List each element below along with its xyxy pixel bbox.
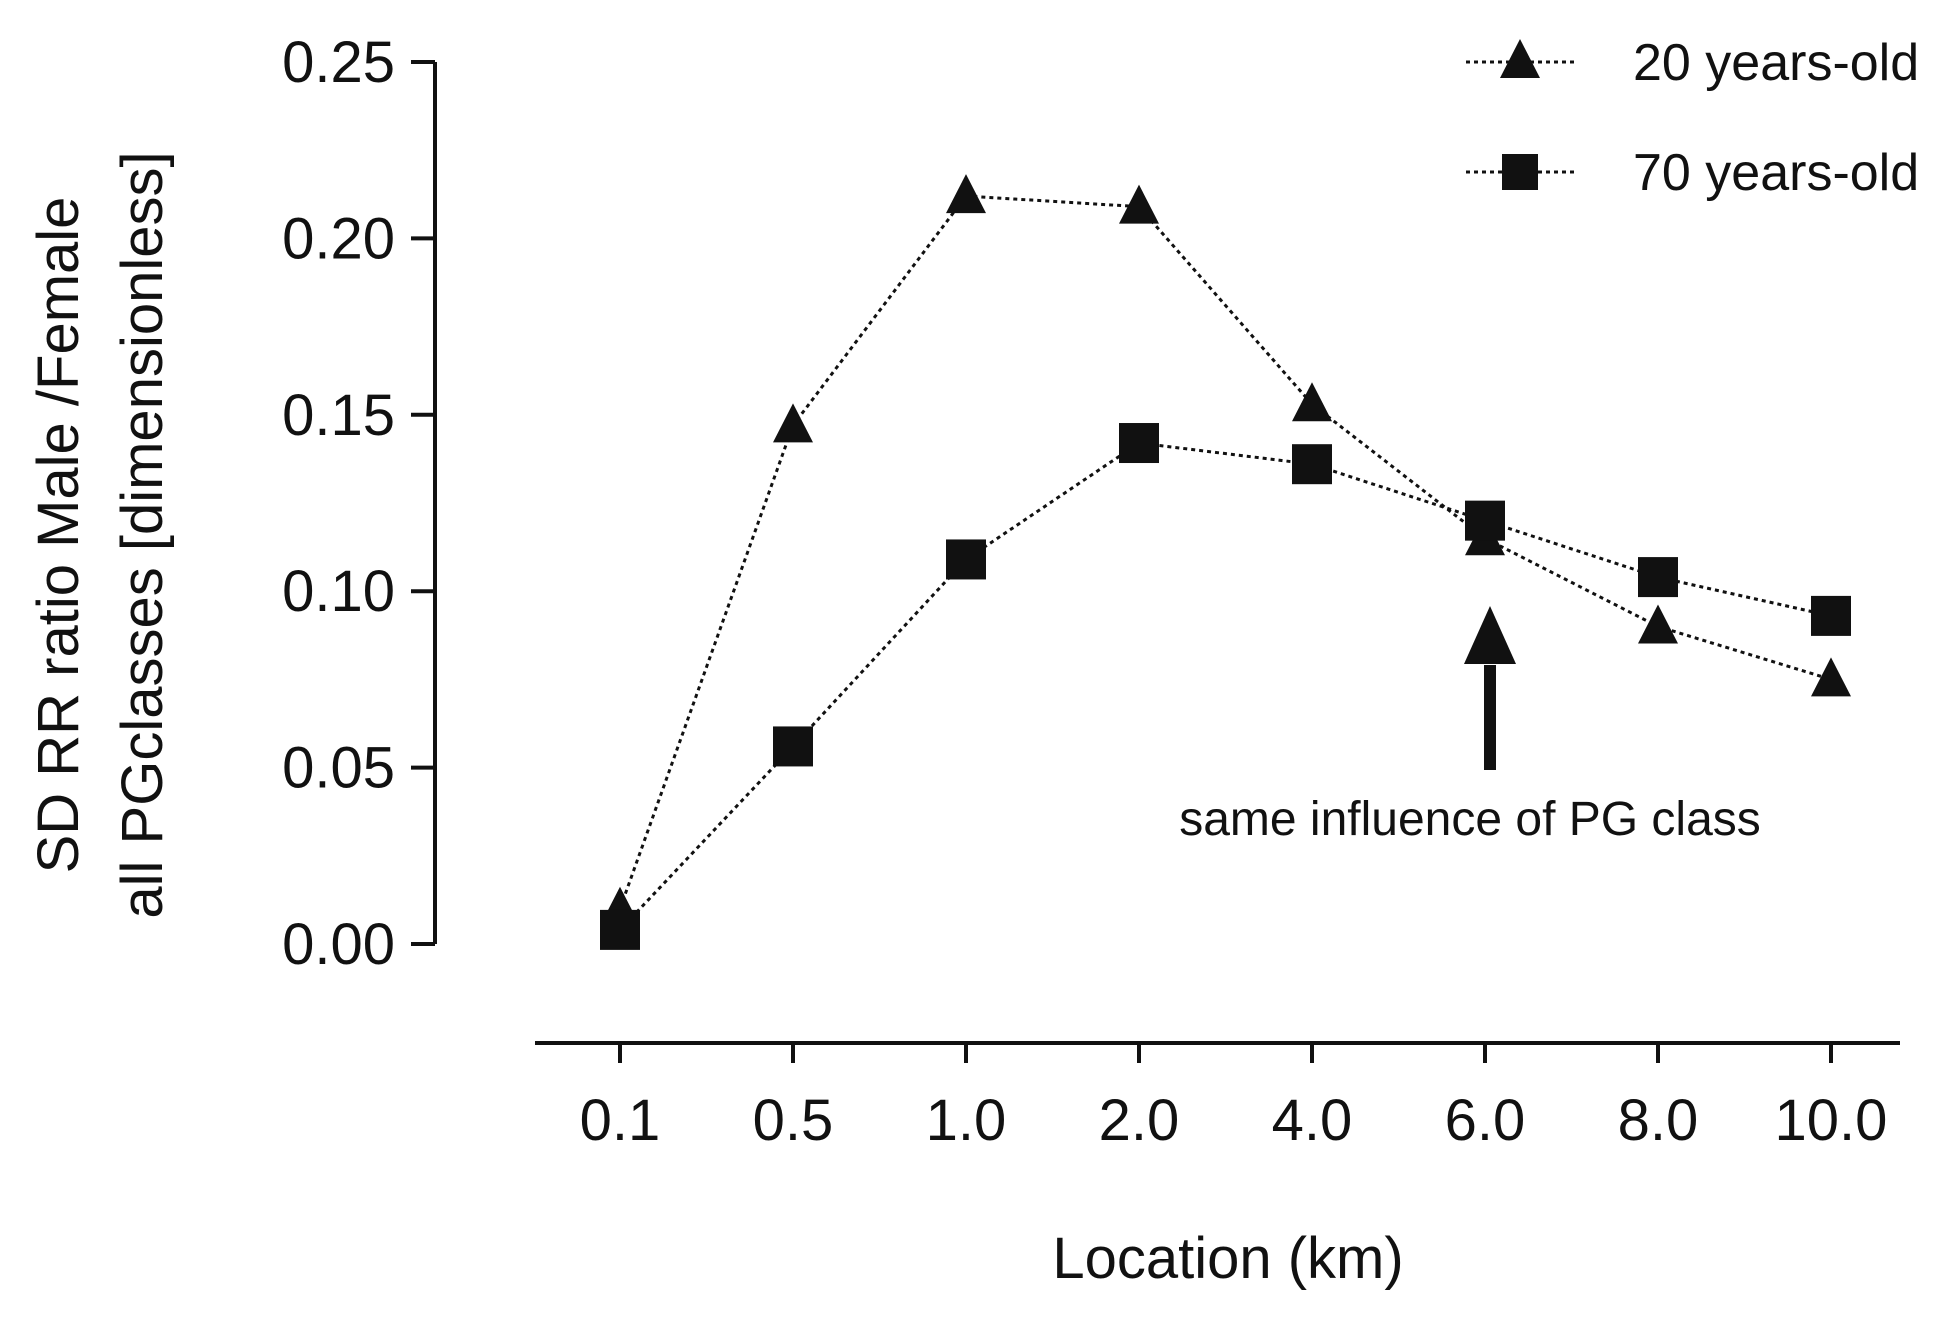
y-tick-label: 0.15 bbox=[282, 383, 395, 448]
x-tick-label: 4.0 bbox=[1272, 1088, 1353, 1153]
data-point-square bbox=[1811, 595, 1851, 636]
y-axis-label-line2: all PGclasses [dimensionless] bbox=[110, 151, 175, 918]
y-axis: 0.00 0.05 0.10 0.15 0.20 0.25 bbox=[282, 30, 437, 977]
series-70-years-old bbox=[600, 423, 1851, 950]
x-tick-label: 6.0 bbox=[1445, 1088, 1526, 1153]
data-point-triangle bbox=[1638, 604, 1678, 644]
series-line-70-years-old bbox=[618, 441, 1832, 931]
x-tick-label: 2.0 bbox=[1099, 1088, 1180, 1153]
data-point-square bbox=[1465, 500, 1505, 541]
legend-item-70-years-old: 70 years-old bbox=[1466, 144, 1919, 202]
legend-square-marker bbox=[1502, 154, 1538, 190]
y-ticks: 0.00 0.05 0.10 0.15 0.20 0.25 bbox=[282, 30, 435, 977]
annotation-label: same influence of PG class bbox=[1179, 793, 1761, 846]
annotation-arrow-head bbox=[1464, 606, 1516, 664]
x-axis: 0.1 0.5 1.0 2.0 4.0 6.0 8.0 10.0 bbox=[535, 1041, 1900, 1153]
data-point-square bbox=[946, 539, 986, 580]
y-tick-label: 0.25 bbox=[282, 30, 395, 95]
data-point-square bbox=[1292, 444, 1332, 485]
y-axis-label-line1: SD RR ratio Male /Female bbox=[26, 197, 91, 874]
x-tick-label: 0.5 bbox=[753, 1088, 834, 1153]
x-axis-label: Location (km) bbox=[1052, 1226, 1403, 1291]
data-point-triangle bbox=[1292, 382, 1332, 422]
legend: 20 years-old 70 years-old bbox=[1466, 34, 1919, 202]
y-tick-label: 0.10 bbox=[282, 559, 395, 624]
x-tick-label: 8.0 bbox=[1618, 1088, 1699, 1153]
data-point-triangle bbox=[773, 403, 813, 443]
series-layer bbox=[600, 174, 1851, 950]
y-tick-label: 0.00 bbox=[282, 912, 395, 977]
legend-label-70-years-old: 70 years-old bbox=[1633, 144, 1919, 202]
x-tick-label: 10.0 bbox=[1775, 1088, 1888, 1153]
legend-triangle-marker bbox=[1500, 39, 1540, 78]
data-point-triangle bbox=[1811, 657, 1851, 697]
data-point-square bbox=[1638, 557, 1678, 598]
annotation: same influence of PG class bbox=[1179, 606, 1761, 846]
x-tick-label: 0.1 bbox=[580, 1088, 661, 1153]
legend-item-20-years-old: 20 years-old bbox=[1466, 34, 1919, 92]
y-tick-label: 0.05 bbox=[282, 736, 395, 801]
data-point-square bbox=[1119, 423, 1159, 464]
x-tick-label: 1.0 bbox=[926, 1088, 1007, 1153]
x-ticks: 0.1 0.5 1.0 2.0 4.0 6.0 8.0 10.0 bbox=[580, 1043, 1888, 1153]
data-point-triangle bbox=[1119, 184, 1159, 224]
legend-label-20-years-old: 20 years-old bbox=[1633, 34, 1919, 92]
series-line-20-years-old bbox=[618, 194, 1832, 910]
y-tick-label: 0.20 bbox=[282, 206, 395, 271]
data-point-square bbox=[600, 909, 640, 950]
data-point-square bbox=[773, 726, 813, 767]
data-point-triangle bbox=[946, 174, 986, 214]
